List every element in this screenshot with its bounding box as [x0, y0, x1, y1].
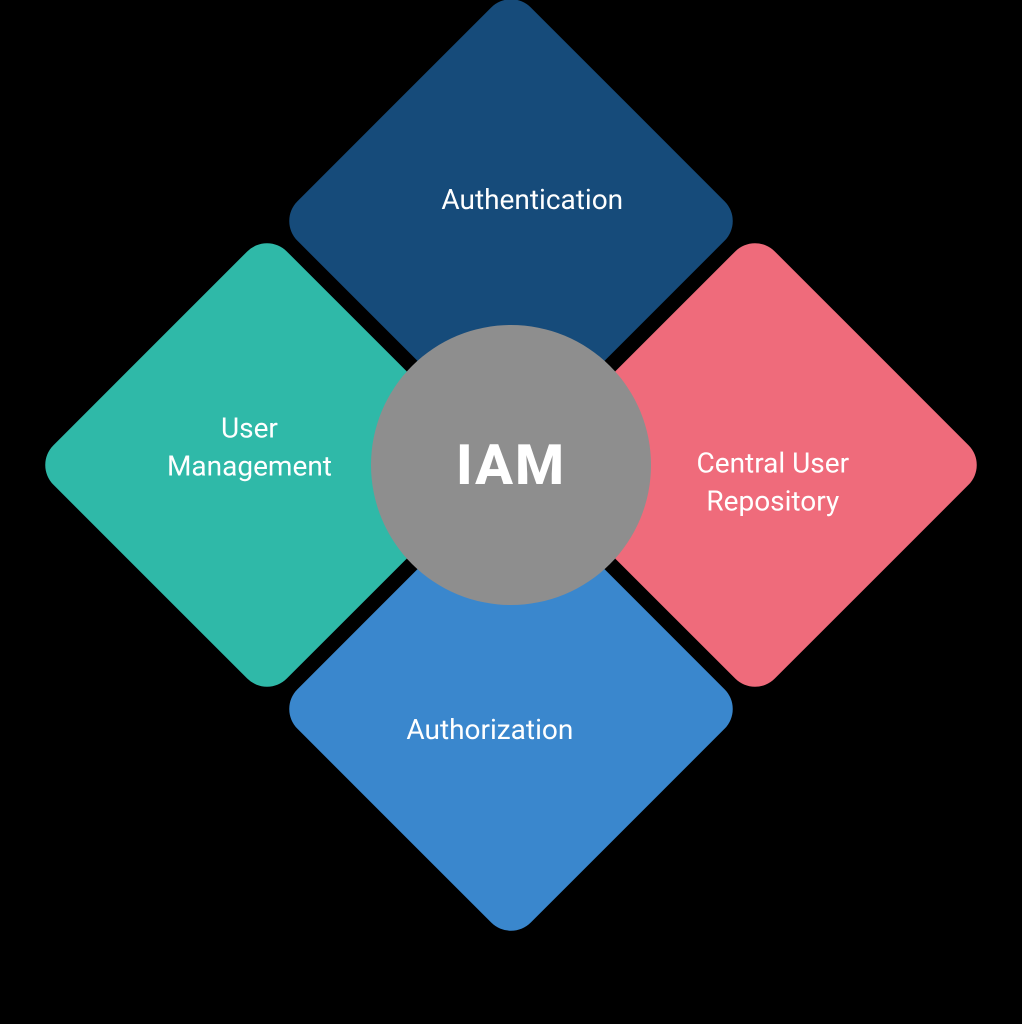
node-user-management-label: UserManagement — [119, 410, 379, 486]
center-node-iam: IAM — [371, 325, 651, 605]
center-node-label: IAM — [456, 432, 566, 498]
node-authorization-label: Authorization — [360, 711, 620, 749]
node-authentication-label: Authentication — [402, 181, 662, 219]
node-central-user-repository-label: Central UserRepository — [643, 445, 903, 521]
iam-diagram: Authentication Central UserRepository Au… — [0, 0, 1022, 1024]
